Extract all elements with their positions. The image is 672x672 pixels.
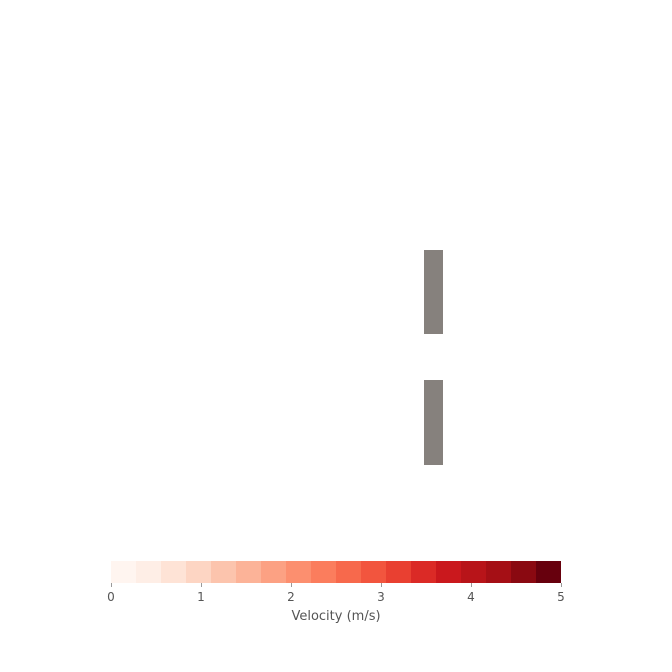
colorbar-swatch bbox=[311, 561, 336, 583]
colorbar-swatch bbox=[286, 561, 311, 583]
colorbar-swatch bbox=[211, 561, 236, 583]
colorbar-swatch bbox=[111, 561, 136, 583]
colorbar-tick-label: 0 bbox=[107, 590, 115, 604]
colorbar-tick bbox=[470, 583, 472, 587]
colorbar-tick bbox=[110, 583, 112, 587]
colorbar-tick bbox=[560, 583, 562, 587]
colorbar-swatch bbox=[361, 561, 386, 583]
colorbar-swatch bbox=[236, 561, 261, 583]
colorbar-swatch bbox=[336, 561, 361, 583]
colorbar-swatch bbox=[536, 561, 561, 583]
colorbar-tick-label: 5 bbox=[557, 590, 565, 604]
colorbar-swatch bbox=[411, 561, 436, 583]
colorbar-tick-label: 3 bbox=[377, 590, 385, 604]
colorbar-swatch bbox=[186, 561, 211, 583]
colorbar-tick bbox=[290, 583, 292, 587]
colorbar-swatch bbox=[161, 561, 186, 583]
wall-upper-segment bbox=[424, 250, 443, 334]
wall-lower-segment bbox=[424, 380, 443, 465]
colorbar-swatch bbox=[486, 561, 511, 583]
colorbar-swatch bbox=[261, 561, 286, 583]
colorbar-tick-label: 2 bbox=[287, 590, 295, 604]
colorbar-swatch bbox=[436, 561, 461, 583]
colorbar-swatch bbox=[386, 561, 411, 583]
colorbar-swatch bbox=[136, 561, 161, 583]
velocity-colorbar bbox=[111, 561, 561, 583]
colorbar-label: Velocity (m/s) bbox=[291, 609, 381, 624]
colorbar-tick bbox=[200, 583, 202, 587]
colorbar-tick-label: 4 bbox=[467, 590, 475, 604]
colorbar-tick bbox=[380, 583, 382, 587]
colorbar-swatch bbox=[461, 561, 486, 583]
colorbar-ticks: 0 1 2 3 4 5 bbox=[107, 583, 565, 613]
colorbar-tick-label: 1 bbox=[197, 590, 205, 604]
colorbar-swatch bbox=[511, 561, 536, 583]
